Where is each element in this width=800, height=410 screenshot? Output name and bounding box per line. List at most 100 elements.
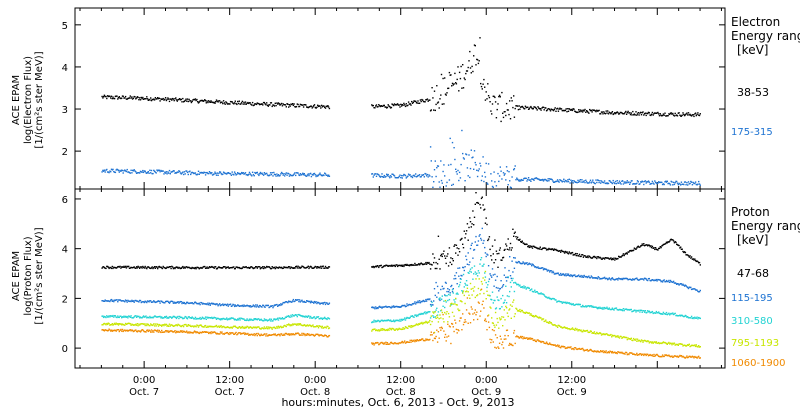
data-point <box>109 324 111 326</box>
data-point <box>134 96 136 98</box>
data-point <box>157 316 159 318</box>
data-point <box>103 300 106 302</box>
data-point <box>677 315 679 317</box>
data-point <box>251 327 254 329</box>
data-point <box>649 279 651 282</box>
data-point <box>653 312 655 314</box>
data-point <box>135 316 138 318</box>
data-point <box>164 324 167 326</box>
data-point <box>411 339 413 341</box>
data-point <box>583 350 585 352</box>
data-point <box>267 174 269 177</box>
data-point <box>277 333 280 336</box>
data-point <box>677 183 679 186</box>
data-point <box>436 316 439 319</box>
data-point <box>698 180 700 183</box>
data-point <box>648 342 650 344</box>
data-point <box>552 344 555 346</box>
data-point <box>255 266 257 268</box>
data-point <box>237 102 240 105</box>
data-point <box>687 181 690 183</box>
data-point <box>242 305 244 308</box>
data-point <box>155 325 157 327</box>
data-point <box>171 97 174 100</box>
data-point <box>233 103 235 105</box>
data-point <box>159 266 161 269</box>
data-point <box>592 332 594 334</box>
data-point <box>179 324 181 327</box>
data-point <box>129 95 131 97</box>
data-point <box>119 323 121 325</box>
data-point <box>153 315 156 317</box>
data-point <box>101 95 103 98</box>
data-point <box>535 340 538 343</box>
data-point <box>605 277 607 280</box>
data-point <box>443 164 445 166</box>
data-point <box>483 292 485 295</box>
data-point <box>127 97 129 100</box>
data-point <box>295 106 297 108</box>
data-point <box>110 298 113 301</box>
data-point <box>135 299 137 302</box>
data-point <box>596 277 598 279</box>
data-point <box>537 266 539 268</box>
data-point <box>254 267 256 269</box>
data-point <box>658 279 661 281</box>
data-point <box>288 334 291 336</box>
data-point <box>197 317 200 320</box>
data-point <box>437 292 440 294</box>
data-point <box>516 177 518 179</box>
data-point <box>400 320 402 322</box>
data-point <box>488 236 491 238</box>
data-point <box>522 311 524 313</box>
data-point <box>416 301 418 304</box>
data-point <box>104 299 106 301</box>
data-point <box>495 185 498 187</box>
data-point <box>549 342 551 344</box>
data-point <box>513 168 516 170</box>
data-point <box>563 109 566 112</box>
data-point <box>272 334 274 336</box>
data-point <box>146 329 149 331</box>
data-point <box>327 336 329 338</box>
data-point <box>509 242 512 245</box>
data-point <box>503 249 505 251</box>
data-point <box>697 183 699 185</box>
data-point <box>375 307 378 310</box>
data-point <box>465 153 468 156</box>
data-point <box>159 100 161 102</box>
data-point <box>322 265 324 267</box>
data-point <box>509 118 512 120</box>
data-point <box>306 175 308 177</box>
data-point <box>476 295 478 297</box>
data-point <box>317 104 319 106</box>
data-point <box>289 105 291 107</box>
data-point <box>262 266 264 268</box>
data-point <box>478 278 480 280</box>
data-point <box>474 296 476 299</box>
data-point <box>654 312 656 314</box>
data-point <box>174 98 176 100</box>
data-point <box>325 327 327 329</box>
data-point <box>112 168 114 171</box>
data-point <box>563 346 565 348</box>
data-point <box>315 107 317 109</box>
data-point <box>398 104 400 106</box>
data-point <box>435 335 437 338</box>
data-point <box>683 181 686 183</box>
data-point <box>431 176 433 178</box>
data-point <box>683 284 685 286</box>
data-point <box>540 267 542 269</box>
data-point <box>401 304 403 307</box>
data-point <box>236 326 238 329</box>
data-point <box>404 305 407 308</box>
data-point <box>601 111 603 113</box>
data-point <box>102 266 104 268</box>
data-point <box>217 317 219 320</box>
data-point <box>416 323 418 326</box>
data-point <box>644 180 647 182</box>
data-point <box>672 281 674 283</box>
data-point <box>694 258 696 260</box>
data-point <box>498 327 500 329</box>
data-point <box>102 95 105 98</box>
